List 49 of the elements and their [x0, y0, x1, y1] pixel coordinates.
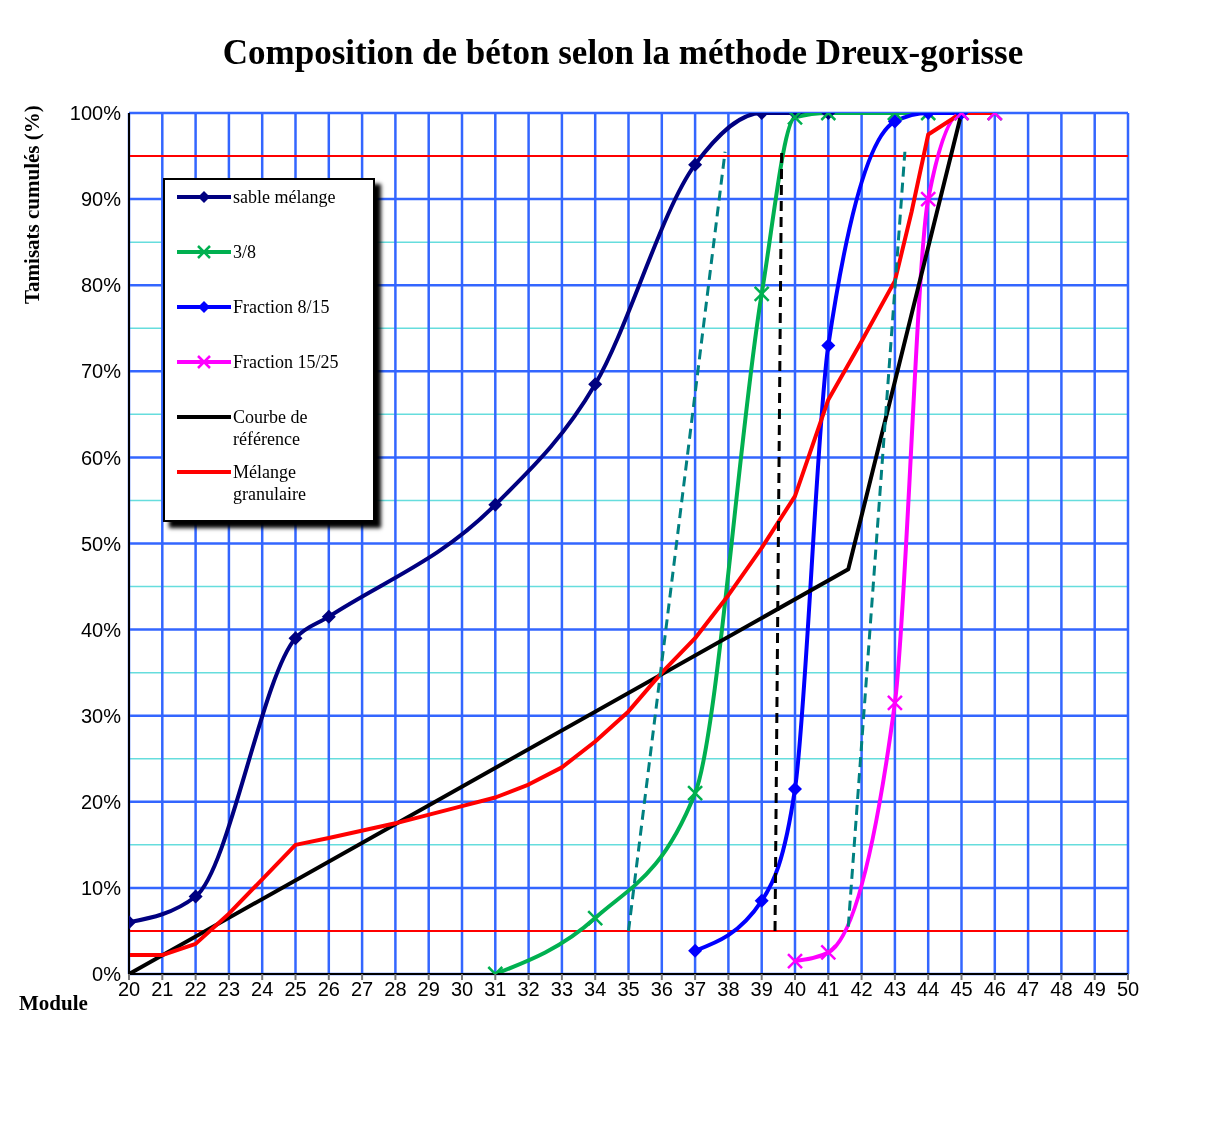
- x-tick-label: 40: [783, 978, 807, 1001]
- x-tick-label: 47: [1016, 978, 1040, 1001]
- x-tick-label: 24: [251, 978, 274, 1001]
- x-tick-label: 32: [517, 978, 540, 1001]
- x-tick-label: 41: [817, 978, 840, 1001]
- y-tick-label: 90%: [80, 188, 122, 211]
- y-tick-label: 70%: [80, 360, 122, 383]
- y-tick-label: 10%: [80, 877, 122, 899]
- x-tick-label: 22: [184, 978, 207, 1001]
- y-tick-label: 30%: [80, 704, 122, 727]
- legend-label: Fraction 15/25: [233, 351, 339, 373]
- x-tick-label: 48: [1050, 978, 1073, 1001]
- x-tick-label: 30: [450, 978, 474, 1001]
- x-tick-label: 50: [1116, 978, 1140, 1001]
- y-tick-label: 80%: [80, 274, 122, 297]
- x-tick-label: 29: [417, 978, 440, 1001]
- x-tick-label: 26: [317, 978, 340, 1001]
- x-tick-label: 46: [983, 978, 1006, 1001]
- x-tick-label: 35: [617, 978, 640, 1001]
- x-tick-label: 44: [917, 978, 940, 1001]
- x-tick-label: 38: [717, 978, 740, 1001]
- legend-label: 3/8: [233, 241, 257, 263]
- x-tick-label: 36: [650, 978, 673, 1001]
- x-axis-title: Module: [19, 991, 88, 1015]
- x-tick-label: 45: [950, 978, 973, 1001]
- x-tick-label: 43: [883, 978, 907, 1001]
- y-axis-title: Tamisats cumulés (%): [20, 104, 45, 307]
- x-tick-label: 33: [550, 978, 574, 1001]
- x-tick-label: 28: [384, 978, 407, 1001]
- x-tick-label: 25: [284, 978, 307, 1001]
- x-tick-label: 49: [1083, 978, 1106, 1001]
- chart-title: Composition de béton selon la méthode Dreux-gorisse: [221, 32, 1025, 74]
- y-tick-label: 100%: [69, 102, 122, 125]
- y-tick-label: 60%: [80, 446, 122, 469]
- y-tick-label: 20%: [80, 790, 122, 813]
- legend-label: sable mélange: [233, 186, 336, 208]
- x-tick-label: 27: [350, 978, 374, 1001]
- legend-label: Courbe de référence: [233, 406, 309, 450]
- x-tick-label: 31: [484, 978, 507, 1001]
- x-tick-label: 39: [750, 978, 773, 1001]
- legend-label: Fraction 8/15: [233, 296, 330, 318]
- y-tick-label: 50%: [80, 532, 122, 555]
- x-tick-label: 34: [584, 978, 607, 1001]
- y-tick-label: 40%: [80, 618, 122, 641]
- legend-label: Mélange granulaire: [233, 461, 307, 505]
- x-tick-label: 23: [217, 978, 241, 1001]
- x-tick-label: 37: [683, 978, 707, 1001]
- x-tick-label: 42: [850, 978, 873, 1001]
- x-tick-label: 21: [151, 978, 174, 1001]
